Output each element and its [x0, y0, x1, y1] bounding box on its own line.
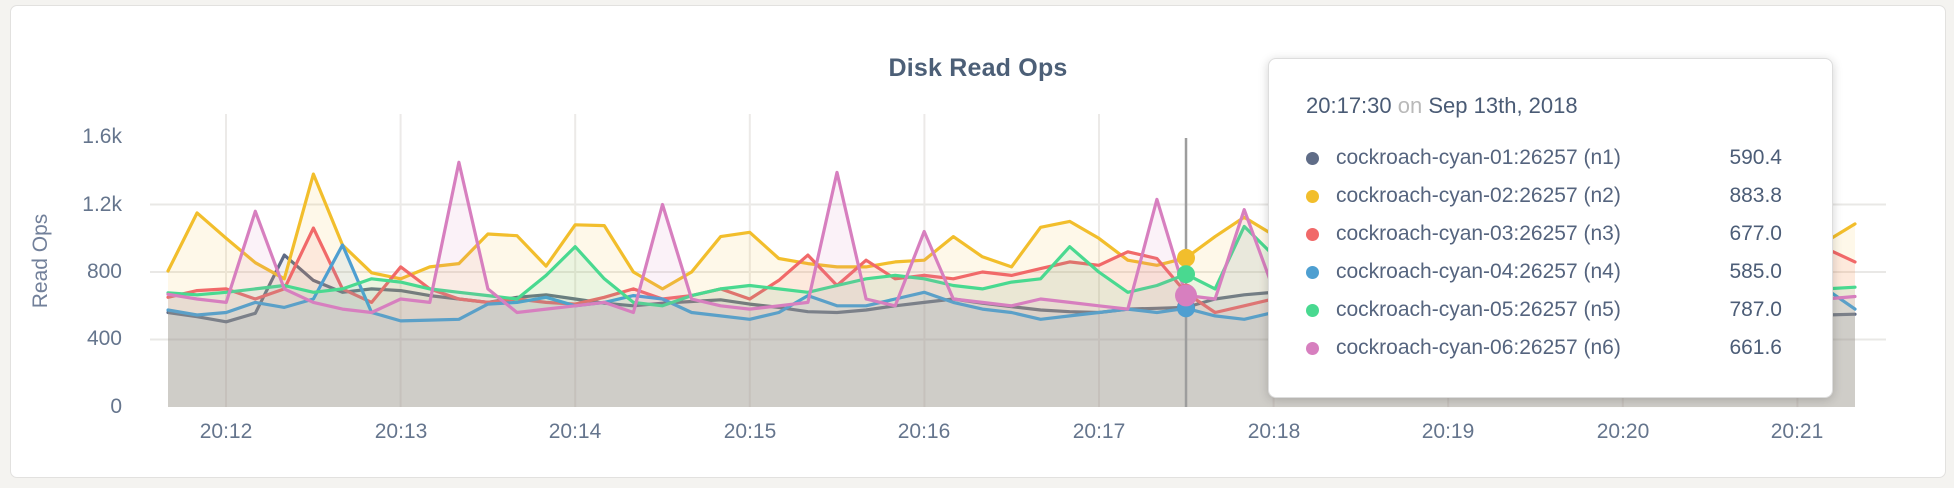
series-dot-icon — [1306, 341, 1319, 355]
x-tick: 20:20 — [1596, 420, 1650, 443]
y-tick: 0 — [110, 395, 122, 418]
tooltip-date: Sep 13th, 2018 — [1428, 93, 1578, 118]
tooltip-row: cockroach-cyan-04:26257 (n4) 585.0 — [1306, 253, 1782, 291]
x-tick: 20:13 — [374, 420, 428, 443]
tooltip-row: cockroach-cyan-06:26257 (n6) 661.6 — [1306, 329, 1782, 367]
series-dot-icon — [1306, 151, 1319, 165]
chart-title: Disk Read Ops — [888, 54, 1068, 82]
series-label: cockroach-cyan-01:26257 (n1) — [1336, 146, 1621, 169]
x-tick: 20:17 — [1072, 420, 1126, 443]
y-tick: 1.6k — [82, 125, 122, 148]
x-tick: 20:21 — [1770, 420, 1824, 443]
series-label: cockroach-cyan-05:26257 (n5) — [1336, 298, 1621, 321]
series-label: cockroach-cyan-02:26257 (n2) — [1336, 184, 1621, 207]
y-tick: 800 — [86, 260, 122, 283]
x-tick: 20:12 — [199, 420, 253, 443]
tooltip-row: cockroach-cyan-01:26257 (n1) 590.4 — [1306, 139, 1782, 177]
series-dot-icon — [1306, 227, 1319, 241]
series-value: 883.8 — [1729, 184, 1782, 207]
x-tick: 20:16 — [897, 420, 951, 443]
tooltip-on-word: on — [1397, 93, 1423, 118]
x-tick: 20:18 — [1247, 420, 1301, 443]
tooltip-row: cockroach-cyan-02:26257 (n2) 883.8 — [1306, 177, 1782, 215]
tooltip-row: cockroach-cyan-03:26257 (n3) 677.0 — [1306, 215, 1782, 253]
series-label: cockroach-cyan-06:26257 (n6) — [1336, 336, 1621, 359]
series-value: 677.0 — [1729, 222, 1782, 245]
y-tick: 1.2k — [82, 193, 122, 216]
tooltip-rows: cockroach-cyan-01:26257 (n1) 590.4 cockr… — [1306, 139, 1782, 367]
x-tick: 20:19 — [1421, 420, 1475, 443]
hover-tooltip: 20:17:30 on Sep 13th, 2018 cockroach-cya… — [1268, 58, 1833, 398]
x-tick: 20:15 — [723, 420, 777, 443]
series-dot-icon — [1306, 265, 1319, 279]
series-dot-icon — [1306, 303, 1319, 317]
tooltip-timestamp: 20:17:30 on Sep 13th, 2018 — [1306, 91, 1782, 121]
tooltip-time: 20:17:30 — [1306, 93, 1392, 118]
y-tick: 400 — [86, 327, 122, 350]
series-dot-icon — [1306, 189, 1319, 203]
series-value: 787.0 — [1729, 298, 1782, 321]
series-value: 585.0 — [1729, 260, 1782, 283]
tooltip-row: cockroach-cyan-05:26257 (n5) 787.0 — [1306, 291, 1782, 329]
series-value: 590.4 — [1729, 146, 1782, 169]
x-tick: 20:14 — [548, 420, 602, 443]
series-label: cockroach-cyan-03:26257 (n3) — [1336, 222, 1621, 245]
series-label: cockroach-cyan-04:26257 (n4) — [1336, 260, 1621, 283]
series-value: 661.6 — [1729, 336, 1782, 359]
